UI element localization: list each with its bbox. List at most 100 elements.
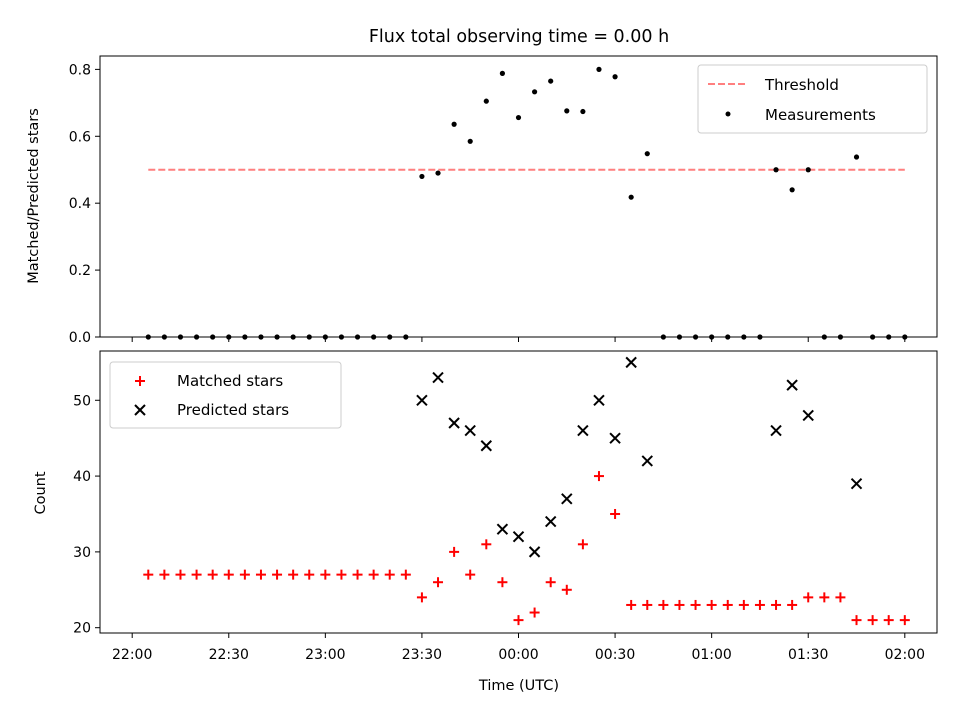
- measurement-point: [580, 108, 586, 115]
- matched-star-point: [706, 599, 717, 610]
- top-legend-box: [697, 64, 928, 134]
- matched-star-point: [722, 599, 733, 610]
- measurement-point: [564, 108, 570, 114]
- measurement-point: [467, 138, 473, 144]
- matched-star-point: [819, 592, 830, 603]
- x-tick-label: 01:30: [788, 647, 828, 663]
- x-axis-label: Time (UTC): [478, 678, 559, 694]
- top-y-tick-label: 0.0: [69, 330, 91, 346]
- predicted-star-point: [561, 493, 573, 505]
- measurement-point: [451, 121, 457, 127]
- predicted-star-point: [641, 455, 653, 467]
- bottom-axes-frame: [99, 350, 938, 634]
- predicted-star-point: [802, 409, 814, 422]
- matched-star-point: [497, 577, 508, 588]
- matched-star-point: [465, 569, 476, 580]
- measurement-point: [435, 170, 441, 176]
- ratio-panel: Flux total observing time = 0.00 h Match…: [26, 27, 938, 346]
- measurement-point: [596, 66, 602, 72]
- top-y-tick-label: 0.4: [69, 196, 91, 212]
- matched-star-point: [449, 546, 460, 557]
- matched-star-point: [787, 599, 798, 610]
- bottom-legend-box: [109, 361, 342, 429]
- measurement-point: [612, 74, 618, 80]
- matched-star-point: [336, 569, 347, 580]
- matched-star-point: [239, 569, 250, 580]
- measurement-point: [773, 167, 779, 173]
- matched-star-point: [368, 569, 379, 580]
- matched-star-point: [433, 577, 444, 588]
- legend-predicted-label: Predicted stars: [177, 401, 289, 419]
- chart-title: Flux total observing time = 0.00 h: [369, 27, 669, 47]
- predicted-star-point: [528, 546, 541, 558]
- matched-star-point: [304, 569, 315, 580]
- matched-star-point: [545, 577, 556, 588]
- bottom-legend: Matched stars Predicted stars: [109, 361, 342, 429]
- matched-star-point: [883, 615, 894, 626]
- matched-star-point: [529, 607, 540, 618]
- predicted-star-point: [577, 424, 589, 437]
- matched-star-point: [320, 569, 331, 580]
- predicted-star-point: [786, 379, 798, 391]
- measurement-point: [499, 70, 506, 76]
- legend-measurements-label: Measurements: [765, 106, 876, 124]
- measurement-point: [419, 173, 425, 180]
- matched-star-point: [400, 569, 411, 580]
- matched-star-point: [593, 471, 604, 482]
- measurement-point: [644, 151, 650, 157]
- measurement-point: [628, 194, 634, 200]
- predicted-star-point: [496, 523, 509, 535]
- predicted-star-point: [432, 371, 444, 384]
- matched-star-point: [803, 592, 814, 603]
- x-tick-label: 00:00: [498, 647, 538, 663]
- legend-threshold-label: Threshold: [764, 76, 839, 94]
- predicted-star-point: [464, 424, 476, 437]
- matched-star-point: [835, 592, 846, 603]
- top-axes-frame: [99, 55, 938, 338]
- top-y-axis-label: Matched/Predicted stars: [26, 108, 42, 284]
- legend-measurements-swatch: [725, 111, 731, 117]
- x-tick-label: 01:00: [691, 647, 731, 663]
- matched-star-point: [513, 615, 524, 626]
- bottom-y-tick-label: 40: [73, 469, 91, 485]
- measurement-point: [548, 78, 554, 84]
- matched-star-point: [867, 615, 878, 626]
- predicted-star-point: [593, 394, 605, 406]
- matched-star-point: [738, 599, 749, 610]
- measurement-point: [483, 98, 489, 104]
- top-y-tick-label: 0.8: [69, 62, 91, 78]
- predicted-star-point: [770, 424, 782, 437]
- bottom-y-tick-label: 30: [73, 545, 91, 561]
- count-panel: Count Time (UTC) 20 30 40 50 22:00 22:30 23:00…: [33, 350, 938, 694]
- x-tick-label: 23:30: [402, 647, 442, 663]
- matched-star-point: [223, 569, 234, 580]
- x-tick-label: 23:00: [305, 647, 345, 663]
- matched-star-point: [851, 615, 862, 626]
- bottom-y-axis-label: Count: [33, 471, 49, 514]
- matched-star-point: [175, 569, 186, 580]
- predicted-star-point: [448, 417, 460, 429]
- measurement-point: [789, 187, 795, 193]
- matched-star-point: [610, 508, 621, 519]
- matched-star-point: [255, 569, 266, 580]
- matched-star-point: [352, 569, 363, 580]
- bottom-y-tick-label: 20: [73, 621, 91, 637]
- predicted-star-point: [480, 440, 493, 452]
- top-y-tick-label: 0.2: [69, 263, 91, 279]
- matched-star-point: [143, 569, 154, 580]
- measurement-point: [853, 154, 860, 160]
- matched-star-point: [674, 599, 685, 610]
- matched-star-point: [272, 569, 283, 580]
- matched-star-point: [626, 599, 637, 610]
- matched-star-point: [159, 569, 170, 580]
- matched-star-point: [207, 569, 218, 580]
- x-tick-label: 22:00: [112, 647, 152, 663]
- matched-star-point: [481, 539, 492, 550]
- count-plot-area: 20 30 40 50 22:00 22:30 23:00 23:30 00:00 00:30 01…: [73, 356, 925, 663]
- top-y-tick-label: 0.6: [69, 129, 91, 145]
- legend-matched-swatch: [135, 376, 145, 386]
- matched-star-point: [288, 569, 299, 580]
- matched-star-point: [899, 615, 910, 626]
- matched-star-point: [416, 592, 427, 603]
